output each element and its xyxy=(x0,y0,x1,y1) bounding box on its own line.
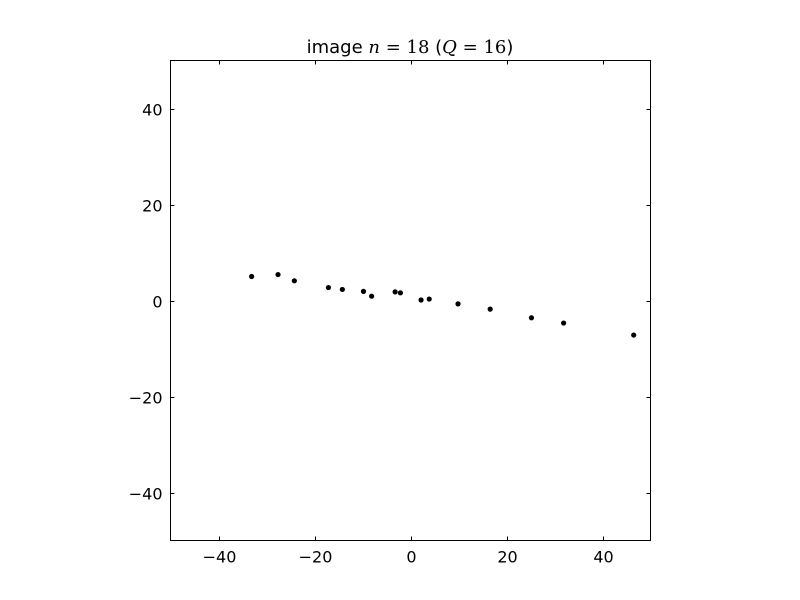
data-point xyxy=(418,297,424,303)
y-tick-label: 0 xyxy=(152,293,162,312)
title-paren-open: ( xyxy=(429,37,442,58)
data-point xyxy=(369,293,375,299)
title-n: n xyxy=(368,37,380,58)
axis-ticks xyxy=(170,60,651,541)
data-point xyxy=(455,301,461,307)
chart-title: image n = 18 (Q = 16) xyxy=(307,37,514,58)
title-paren-close: ) xyxy=(506,37,513,58)
title-prefix: image xyxy=(307,37,369,58)
data-point xyxy=(249,273,255,280)
data-point xyxy=(392,289,398,295)
x-tick-label: −40 xyxy=(203,548,237,567)
data-point xyxy=(528,315,535,321)
data-point xyxy=(325,284,332,291)
y-tick-label: −40 xyxy=(129,485,163,504)
title-q-value: 16 xyxy=(483,37,506,58)
plot-frame xyxy=(170,60,651,541)
data-point xyxy=(339,286,345,293)
data-point xyxy=(291,278,297,284)
data-point xyxy=(397,290,404,296)
x-tick-label: 40 xyxy=(593,548,613,567)
title-eq: = xyxy=(380,37,407,58)
title-eq2: = xyxy=(457,37,484,58)
data-point xyxy=(487,306,493,312)
axis-tick-labels: −40 −20 0 20 40 −40 −20 0 20 40 xyxy=(129,101,614,567)
y-tick-label: −20 xyxy=(129,389,163,408)
data-point xyxy=(426,296,432,302)
title-n-value: 18 xyxy=(407,37,430,58)
title-q: Q xyxy=(442,37,457,58)
y-tick-label: 40 xyxy=(142,101,162,120)
x-tick-label: 20 xyxy=(497,548,517,567)
x-tick-label: 0 xyxy=(406,548,416,567)
data-point xyxy=(360,288,367,294)
y-tick-label: 20 xyxy=(142,197,162,216)
x-tick-label: −20 xyxy=(299,548,333,567)
data-point xyxy=(275,271,281,278)
data-point xyxy=(561,320,567,326)
data-points xyxy=(249,271,637,338)
data-point xyxy=(631,332,637,338)
